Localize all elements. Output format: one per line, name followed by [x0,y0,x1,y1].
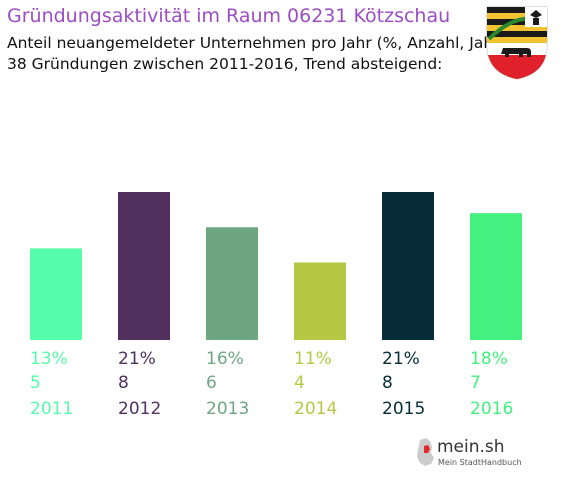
logo-wordmark[interactable]: mein.sh [437,437,505,457]
year-label-2016: 2016 [470,399,513,419]
year-label-2013: 2013 [206,399,249,419]
year-label-2015: 2015 [382,399,425,419]
chart-subtitle: Anteil neuangemeldeter Unternehmen pro J… [7,34,506,52]
count-label-2011: 5 [30,373,41,393]
count-label-2016: 7 [470,373,481,393]
bar-2012 [118,192,170,340]
chart-summary: 38 Gründungen zwischen 2011-2016, Trend … [7,55,443,73]
percent-label-2013: 16% [206,349,244,369]
percent-label-2011: 13% [30,349,68,369]
count-label-2014: 4 [294,373,305,393]
percent-label-2014: 11% [294,349,332,369]
count-label-2015: 8 [382,373,393,393]
bar-2011 [30,248,82,340]
percent-label-2015: 21% [382,349,420,369]
bar-2014 [294,262,346,340]
logo-tagline: Mein StadtHandbuch [438,458,522,467]
germany-map-icon [417,438,434,466]
count-label-2013: 6 [206,373,217,393]
count-label-2012: 8 [118,373,129,393]
percent-label-2016: 18% [470,349,508,369]
year-label-2012: 2012 [118,399,161,419]
year-label-2014: 2014 [294,399,337,419]
coat-of-arms-icon [486,6,548,80]
percent-label-2012: 21% [118,349,156,369]
bar-2015 [382,192,434,340]
year-label-2011: 2011 [30,399,73,419]
chart-title: Gründungsaktivität im Raum 06231 Kötzsch… [7,5,451,27]
bar-2016 [470,213,522,340]
bar-2013 [206,227,258,340]
